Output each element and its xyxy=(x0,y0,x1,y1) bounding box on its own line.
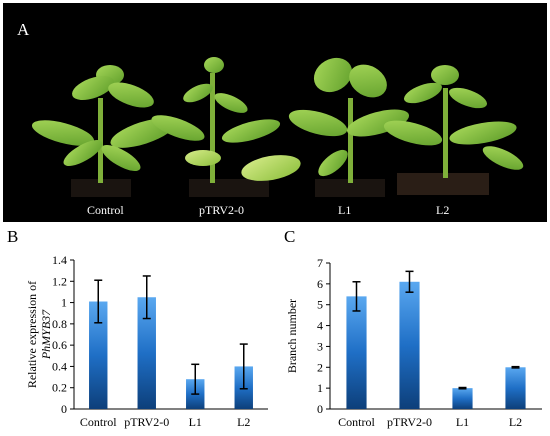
chart-c-bar xyxy=(346,296,367,409)
pot-control xyxy=(71,179,131,197)
panel-letter-a: A xyxy=(17,20,30,39)
chart-b-y-tick-label: 0.2 xyxy=(52,381,67,395)
photo-label-control: Control xyxy=(87,203,124,217)
chart-b-panel-letter: B xyxy=(7,230,18,246)
photo-label-l2: L2 xyxy=(436,203,450,217)
plant-l1 xyxy=(288,57,410,183)
photo-label-ptrv2: pTRV2-0 xyxy=(199,203,245,217)
chart-b-category-label: pTRV2-0 xyxy=(124,415,169,429)
chart-c-category-label: Control xyxy=(338,415,375,429)
chart-c-y-tick-label: 1 xyxy=(317,381,323,395)
chart-b-y-tick-label: 0.6 xyxy=(52,338,67,352)
chart-panel-b: B 0 0.2 0.4 0.6 0.8 1 1.2 1.4 Relative expression… xyxy=(7,230,268,429)
plant-l2 xyxy=(383,65,524,178)
chart-b-y-tick-label: 0.8 xyxy=(52,317,67,331)
chart-b-bar xyxy=(89,301,108,409)
chart-b-y-tick-label: 1.2 xyxy=(52,274,67,288)
pot-ptrv2 xyxy=(189,179,269,197)
chart-b-category-label: L2 xyxy=(237,415,250,429)
chart-b-category-label: L1 xyxy=(189,415,202,429)
chart-b-y-tick-label: 0.4 xyxy=(52,359,67,373)
chart-b-bar xyxy=(137,297,156,409)
chart-b-y-tick-label: 0 xyxy=(61,402,67,416)
chart-c-y-tick-label: 3 xyxy=(317,339,323,353)
chart-c-bar xyxy=(399,281,420,409)
chart-c-panel-letter: C xyxy=(284,230,295,246)
chart-c-y-tick-label: 2 xyxy=(317,360,323,374)
plant-photo-illustration xyxy=(31,57,524,197)
chart-c-y-tick-label: 7 xyxy=(317,256,323,270)
chart-b-y-tick-label: 1.4 xyxy=(52,253,67,267)
chart-b-y-tick-label: 1 xyxy=(61,296,67,310)
plant-ptrv2 xyxy=(151,57,301,183)
chart-b-y-axis-label: Relative expression of xyxy=(25,281,39,388)
chart-panel-c: C 0 1 2 3 4 5 6 7 Branch number Control pTRV2-0 L1 L2 xyxy=(284,230,542,429)
chart-c-bar xyxy=(505,367,526,409)
photo-label-l1: L1 xyxy=(338,203,352,217)
pot-l2 xyxy=(397,173,489,195)
chart-c-bar xyxy=(452,388,473,409)
chart-c-category-label: pTRV2-0 xyxy=(387,415,432,429)
chart-c-y-tick-label: 0 xyxy=(317,402,323,416)
chart-b-category-label: Control xyxy=(80,415,117,429)
chart-c-y-tick-label: 6 xyxy=(317,277,323,291)
pot-l1 xyxy=(315,179,385,197)
chart-c-y-axis-label: Branch number xyxy=(285,299,299,373)
plant-photo-panel: A Control pTRV2-0 L1 L2 xyxy=(3,3,547,222)
chart-c-y-tick-label: 4 xyxy=(317,319,323,333)
chart-b-y-axis-label-gene: PhMYB37 xyxy=(39,309,53,360)
chart-c-category-label: L2 xyxy=(509,415,522,429)
chart-c-y-tick-label: 5 xyxy=(317,298,323,312)
chart-c-category-label: L1 xyxy=(456,415,469,429)
